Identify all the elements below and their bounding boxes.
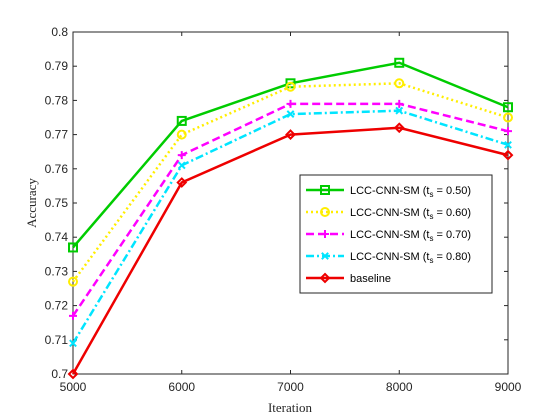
data-point-diamond — [319, 272, 331, 284]
data-point-cross — [504, 140, 512, 149]
y-tick-label: 0.79 — [45, 59, 69, 73]
series-line — [71, 126, 509, 375]
x-tick-label: 7000 — [277, 380, 304, 394]
x-tick-label: 8000 — [386, 380, 413, 394]
y-tick-label: 0.78 — [45, 93, 69, 107]
legend-entry: baseline — [306, 272, 391, 285]
data-point-diamond — [502, 149, 514, 161]
x-tick-label: 5000 — [60, 380, 87, 394]
data-point-diamond — [285, 129, 296, 141]
data-point-circle — [176, 129, 187, 140]
series-line — [71, 109, 509, 344]
data-point-square — [68, 242, 78, 253]
series-3 — [69, 99, 512, 320]
data-point-plus — [69, 311, 77, 320]
series-layer — [67, 57, 514, 380]
data-point-square — [503, 102, 513, 113]
data-point-plus — [286, 99, 295, 108]
legend-entry: LCC-CNN-SM (ts = 0.70) — [306, 229, 471, 243]
data-point-plus — [395, 99, 404, 108]
data-point-square — [394, 57, 405, 68]
y-tick-label: 0.74 — [45, 230, 69, 244]
data-point-cross — [177, 161, 186, 170]
y-tick-label: 0.77 — [45, 128, 69, 142]
series-5 — [67, 122, 514, 380]
y-axis-label: Accuracy — [24, 178, 39, 228]
legend-label: baseline — [350, 273, 391, 285]
y-tick-label: 0.73 — [45, 264, 69, 278]
data-point-circle — [394, 78, 405, 89]
legend-label: LCC-CNN-SM (ts = 0.80) — [350, 251, 471, 265]
y-tick-label: 0.71 — [45, 333, 69, 347]
data-point-diamond — [176, 177, 188, 188]
data-point-plus — [321, 230, 329, 238]
data-point-circle — [503, 112, 513, 123]
x-tick-label: 6000 — [168, 380, 195, 394]
x-tick-label: 9000 — [495, 380, 522, 394]
y-tick-label: 0.76 — [45, 162, 69, 176]
series-line — [71, 82, 509, 283]
series-2 — [68, 78, 513, 287]
legend: LCC-CNN-SM (ts = 0.50) LCC-CNN-SM (ts = 0… — [299, 174, 493, 294]
series-4 — [69, 106, 512, 348]
y-tick-label: 0.7 — [51, 367, 68, 381]
data-point-cross — [321, 252, 329, 260]
legend-label: LCC-CNN-SM (ts = 0.70) — [350, 229, 471, 243]
legend-entry: LCC-CNN-SM (ts = 0.60) — [306, 207, 471, 221]
data-point-cross — [286, 110, 295, 118]
data-point-circle — [320, 207, 330, 217]
x-axis-label: Iteration — [268, 400, 313, 415]
y-tick-label: 0.75 — [45, 196, 69, 210]
legend-entry: LCC-CNN-SM (ts = 0.50) — [306, 185, 471, 199]
legend-label: LCC-CNN-SM (ts = 0.60) — [350, 207, 471, 221]
y-tick-label: 0.8 — [51, 25, 68, 39]
data-point-plus — [504, 127, 512, 136]
data-point-cross — [69, 339, 77, 348]
data-point-square — [176, 115, 187, 126]
data-point-cross — [395, 106, 404, 115]
data-point-plus — [177, 151, 186, 160]
data-point-diamond — [67, 368, 79, 380]
legend-entry: LCC-CNN-SM (ts = 0.80) — [306, 251, 471, 265]
legend-label: LCC-CNN-SM (ts = 0.50) — [350, 185, 471, 199]
data-point-diamond — [393, 122, 405, 134]
axis-ticks: 5000 6000 7000 8000 9000 0.7 0.71 0.72 0.73 0.74 0… — [45, 25, 522, 394]
data-point-square — [320, 185, 330, 195]
data-point-circle — [68, 276, 78, 287]
y-tick-label: 0.72 — [45, 299, 69, 313]
data-point-circle — [285, 81, 296, 92]
